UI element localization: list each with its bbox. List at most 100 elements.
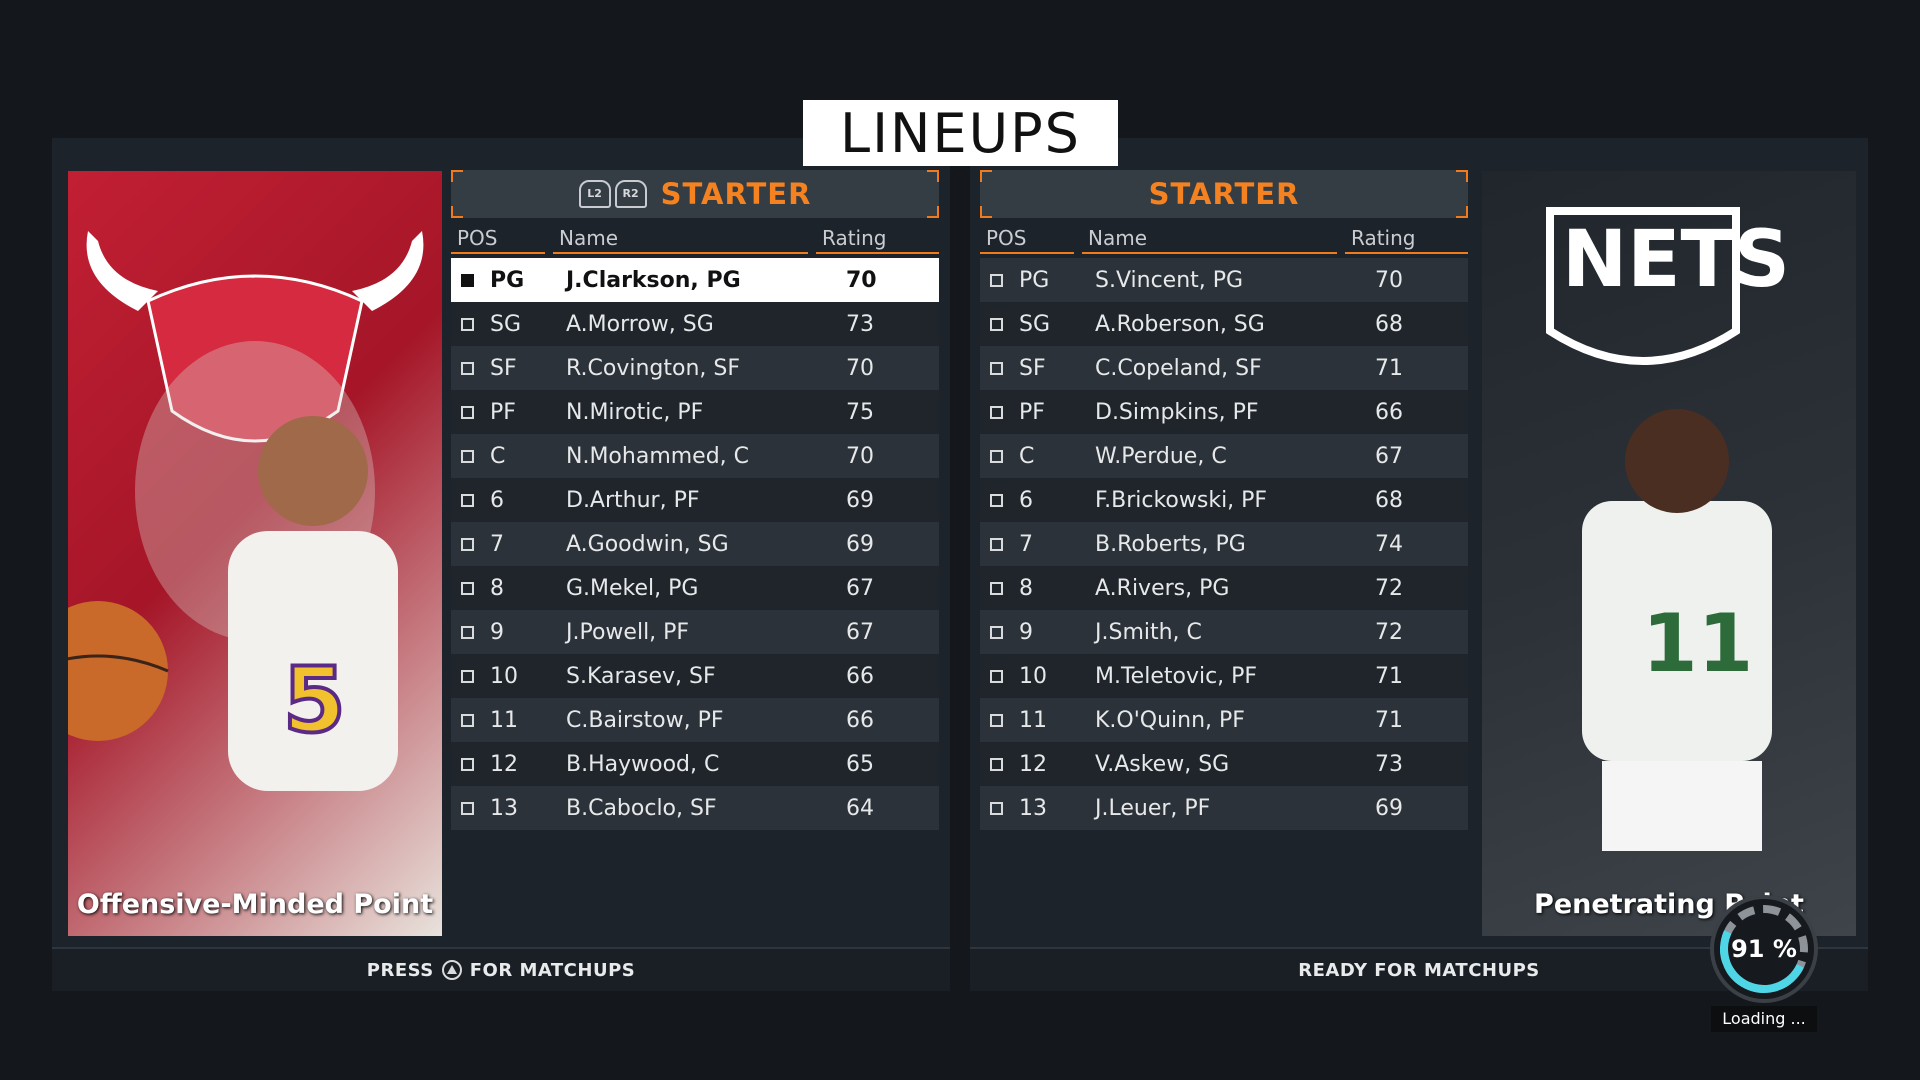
player-row[interactable]: PF D.Simpkins, PF 66 bbox=[980, 390, 1468, 434]
player-rating: 69 bbox=[1375, 795, 1403, 821]
player-row[interactable]: 11 C.Bairstow, PF 66 bbox=[451, 698, 939, 742]
checkbox-icon bbox=[461, 317, 474, 331]
player-pos: C bbox=[1019, 443, 1035, 469]
loading-percent: 91 % bbox=[1731, 935, 1797, 963]
player-row[interactable]: 8 A.Rivers, PG 72 bbox=[980, 566, 1468, 610]
checkbox-icon bbox=[461, 625, 474, 639]
player-row[interactable]: SF R.Covington, SF 70 bbox=[451, 346, 939, 390]
player-name: A.Morrow, SG bbox=[566, 311, 714, 337]
player-rating: 65 bbox=[846, 751, 874, 777]
player-row[interactable]: 13 J.Leuer, PF 69 bbox=[980, 786, 1468, 830]
player-pos: 11 bbox=[490, 707, 518, 733]
player-name: J.Smith, C bbox=[1095, 619, 1202, 645]
player-name: C.Copeland, SF bbox=[1095, 355, 1262, 381]
player-row[interactable]: 6 D.Arthur, PF 69 bbox=[451, 478, 939, 522]
player-rating: 73 bbox=[1375, 751, 1403, 777]
player-name: C.Bairstow, PF bbox=[566, 707, 724, 733]
player-name: R.Covington, SF bbox=[566, 355, 740, 381]
player-pos: SF bbox=[1019, 355, 1046, 381]
player-rating: 64 bbox=[846, 795, 874, 821]
checkbox-icon bbox=[990, 273, 1003, 287]
player-row[interactable]: PG J.Clarkson, PG 70 bbox=[451, 258, 939, 302]
footer-ready-label: READY FOR MATCHUPS bbox=[1298, 959, 1540, 981]
player-name: A.Rivers, PG bbox=[1095, 575, 1230, 601]
checkbox-icon bbox=[990, 713, 1003, 727]
bulls-logo-icon: 5 bbox=[68, 231, 424, 791]
player-pos: 7 bbox=[490, 531, 504, 557]
starter-label: STARTER bbox=[660, 177, 812, 211]
player-pos: 9 bbox=[1019, 619, 1033, 645]
player-row[interactable]: SG A.Roberson, SG 68 bbox=[980, 302, 1468, 346]
player-rating: 67 bbox=[846, 619, 874, 645]
player-row[interactable]: 7 B.Roberts, PG 74 bbox=[980, 522, 1468, 566]
player-pos: PF bbox=[1019, 399, 1045, 425]
checkbox-icon bbox=[461, 273, 474, 287]
column-headers: POS Name Rating bbox=[980, 226, 1468, 254]
player-pos: C bbox=[490, 443, 506, 469]
page-title: LINEUPS bbox=[803, 100, 1118, 166]
checkbox-icon bbox=[990, 537, 1003, 551]
player-name: B.Haywood, C bbox=[566, 751, 720, 777]
player-pos: 8 bbox=[1019, 575, 1033, 601]
right-starter-header: STARTER bbox=[980, 170, 1468, 218]
player-pos: 6 bbox=[1019, 487, 1033, 513]
left-starter-header[interactable]: L2 R2 STARTER bbox=[451, 170, 939, 218]
svg-text:11: 11 bbox=[1642, 597, 1753, 690]
player-rating: 68 bbox=[1375, 311, 1403, 337]
player-row[interactable]: 6 F.Brickowski, PF 68 bbox=[980, 478, 1468, 522]
player-row[interactable]: PG S.Vincent, PG 70 bbox=[980, 258, 1468, 302]
checkbox-icon bbox=[461, 405, 474, 419]
col-rating: Rating bbox=[816, 226, 939, 254]
player-row[interactable]: 11 K.O'Quinn, PF 71 bbox=[980, 698, 1468, 742]
player-rating: 67 bbox=[1375, 443, 1403, 469]
player-row[interactable]: 7 A.Goodwin, SG 69 bbox=[451, 522, 939, 566]
right-player-card: NETS 11 Penetrating Point bbox=[1482, 171, 1856, 936]
player-rating: 70 bbox=[846, 443, 874, 469]
nets-logo-icon: NETS 11 bbox=[1546, 207, 1790, 851]
col-rating: Rating bbox=[1345, 226, 1468, 254]
player-rating: 68 bbox=[1375, 487, 1403, 513]
checkbox-icon bbox=[990, 361, 1003, 375]
checkbox-icon bbox=[990, 449, 1003, 463]
player-row[interactable]: 10 M.Teletovic, PF 71 bbox=[980, 654, 1468, 698]
player-row[interactable]: 12 V.Askew, SG 73 bbox=[980, 742, 1468, 786]
player-row[interactable]: C W.Perdue, C 67 bbox=[980, 434, 1468, 478]
player-row[interactable]: 13 B.Caboclo, SF 64 bbox=[451, 786, 939, 830]
left-footer[interactable]: PRESS FOR MATCHUPS bbox=[52, 947, 950, 991]
player-rating: 70 bbox=[1375, 267, 1403, 293]
player-row[interactable]: 12 B.Haywood, C 65 bbox=[451, 742, 939, 786]
player-name: B.Caboclo, SF bbox=[566, 795, 717, 821]
player-row[interactable]: 10 S.Karasev, SF 66 bbox=[451, 654, 939, 698]
footer-action-label: FOR MATCHUPS bbox=[469, 959, 636, 981]
player-pos: SF bbox=[490, 355, 517, 381]
loader-ring bbox=[1720, 905, 1808, 993]
right-lineup-table: STARTER POS Name Rating PG S.Vincent, PG 7… bbox=[980, 170, 1468, 830]
player-rating: 66 bbox=[1375, 399, 1403, 425]
player-row[interactable]: SF C.Copeland, SF 71 bbox=[980, 346, 1468, 390]
checkbox-icon bbox=[461, 757, 474, 771]
player-pos: 12 bbox=[490, 751, 518, 777]
player-rating: 69 bbox=[846, 487, 874, 513]
player-pos: SG bbox=[490, 311, 522, 337]
player-name: N.Mirotic, PF bbox=[566, 399, 704, 425]
player-rating: 70 bbox=[846, 355, 874, 381]
player-row[interactable]: 9 J.Powell, PF 67 bbox=[451, 610, 939, 654]
player-name: J.Leuer, PF bbox=[1095, 795, 1211, 821]
col-name: Name bbox=[553, 226, 808, 254]
player-name: J.Powell, PF bbox=[566, 619, 690, 645]
player-row[interactable]: PF N.Mirotic, PF 75 bbox=[451, 390, 939, 434]
player-row[interactable]: 9 J.Smith, C 72 bbox=[980, 610, 1468, 654]
starter-label: STARTER bbox=[1148, 177, 1300, 211]
checkbox-icon bbox=[461, 801, 474, 815]
player-rating: 71 bbox=[1375, 355, 1403, 381]
right-player-list: PG S.Vincent, PG 70 SG A.Roberson, SG 68 SF C.C… bbox=[980, 258, 1468, 830]
player-row[interactable]: 8 G.Mekel, PG 67 bbox=[451, 566, 939, 610]
player-row[interactable]: SG A.Morrow, SG 73 bbox=[451, 302, 939, 346]
player-row[interactable]: C N.Mohammed, C 70 bbox=[451, 434, 939, 478]
player-pos: 7 bbox=[1019, 531, 1033, 557]
left-card-caption: Offensive-Minded Point bbox=[76, 889, 434, 920]
player-name: S.Karasev, SF bbox=[566, 663, 716, 689]
column-headers: POS Name Rating bbox=[451, 226, 939, 254]
checkbox-icon bbox=[461, 669, 474, 683]
checkbox-icon bbox=[990, 625, 1003, 639]
